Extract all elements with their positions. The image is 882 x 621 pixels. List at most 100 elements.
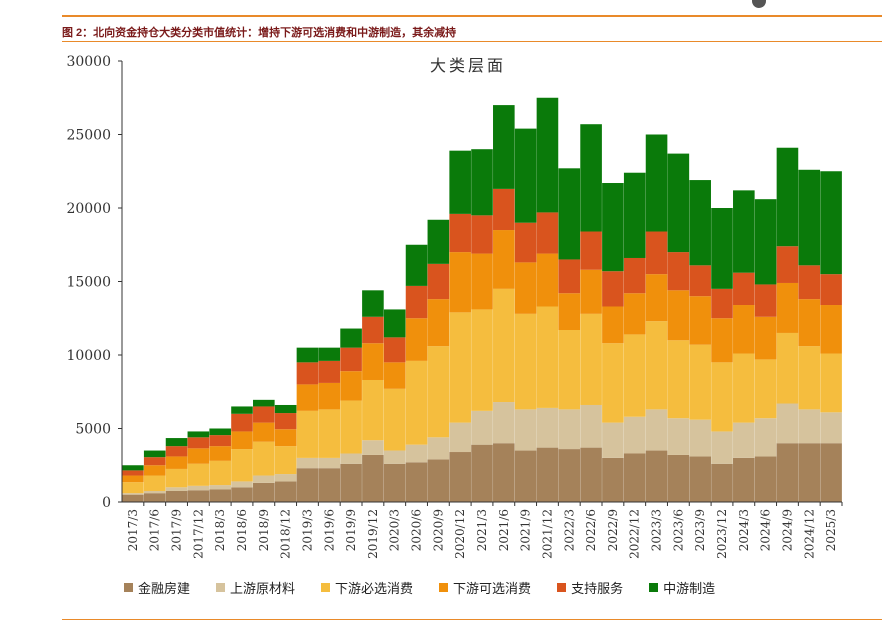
bar-segment-5-18 [514, 128, 537, 223]
bar-segment-3-2 [165, 456, 188, 469]
bar-segment-4-31 [798, 265, 821, 300]
bar-segment-4-2 [165, 446, 188, 457]
bar-segment-2-18 [514, 313, 537, 410]
bar-segment-4-3 [187, 437, 210, 449]
bar-segment-0-2 [165, 490, 188, 502]
bar-segment-0-16 [471, 444, 493, 502]
bar-segment-3-16 [471, 253, 493, 310]
x-tick-label-13: 2020/6 [410, 509, 424, 551]
bar-segment-1-9 [318, 457, 341, 469]
x-tick-label-17: 2021/6 [497, 509, 511, 551]
figure-caption: 图 2：北向资金持仓大类分类市值统计：增持下游可选消费和中游制造，其余减持 [62, 27, 457, 39]
x-tick-label-27: 2023/12 [715, 509, 729, 559]
x-tick-label-0: 2017/3 [126, 509, 140, 551]
bar-segment-1-18 [514, 409, 537, 451]
bar-segment-0-3 [187, 490, 210, 502]
x-tick-label-5: 2018/6 [235, 509, 249, 551]
bar-segment-0-23 [623, 453, 646, 502]
bar-segment-1-7 [274, 474, 297, 482]
bar-segment-4-29 [754, 284, 777, 317]
bar-segment-0-27 [711, 463, 733, 502]
bar-segment-5-13 [405, 244, 428, 286]
x-tick-label-14: 2020/9 [431, 509, 445, 551]
bar-segment-5-22 [602, 183, 624, 272]
legend-item-4: 支持服务 [557, 578, 623, 597]
bar-segment-5-27 [711, 208, 733, 289]
bar-segment-1-24 [645, 409, 668, 451]
bars-layer [122, 97, 842, 502]
bar-segment-1-4 [209, 485, 231, 490]
bar-segment-3-28 [733, 305, 755, 354]
legend: 金融房建 上游原材料 下游必选消费 下游可选消费 支持服务 中游制造 [124, 578, 741, 597]
bar-segment-3-18 [514, 262, 537, 314]
logo-icon [752, 0, 766, 8]
bar-segment-2-32 [820, 353, 842, 413]
bar-segment-2-24 [645, 321, 668, 410]
bar-segment-3-5 [231, 431, 253, 450]
bar-segment-4-18 [514, 222, 537, 263]
bar-segment-1-27 [711, 431, 733, 464]
x-tick-label-18: 2021/9 [519, 509, 533, 551]
bar-segment-3-19 [536, 253, 559, 307]
bar-segment-5-19 [536, 97, 559, 213]
bar-segment-4-28 [733, 272, 755, 306]
bar-segment-3-20 [558, 293, 581, 331]
bar-segment-1-12 [383, 450, 406, 464]
legend-label-0: 金融房建 [138, 582, 191, 597]
bar-segment-3-8 [296, 384, 319, 411]
y-tick-label-5: 25000 [66, 128, 111, 144]
bar-segment-3-27 [711, 318, 733, 363]
y-tick-label-1: 5000 [75, 422, 111, 438]
bar-segment-2-27 [711, 362, 733, 432]
bar-segment-3-15 [449, 252, 471, 313]
legend-item-0: 金融房建 [124, 578, 190, 597]
bar-segment-5-26 [689, 180, 711, 266]
bar-segment-0-31 [798, 443, 821, 502]
bar-segment-4-19 [536, 212, 559, 254]
bar-segment-0-8 [296, 468, 319, 502]
bar-segment-2-31 [798, 346, 821, 410]
bar-segment-5-5 [231, 406, 253, 414]
bar-segment-0-26 [689, 456, 711, 502]
bar-segment-3-31 [798, 299, 821, 347]
x-tick-label-10: 2019/9 [344, 509, 358, 551]
bar-segment-2-14 [427, 346, 450, 438]
bar-segment-1-15 [449, 422, 471, 453]
legend-swatch-2 [321, 583, 331, 592]
bar-segment-2-28 [733, 353, 755, 423]
bar-segment-5-29 [754, 199, 777, 285]
x-tick-label-23: 2022/12 [628, 509, 642, 559]
bar-segment-1-10 [340, 453, 362, 464]
legend-item-5: 中游制造 [649, 578, 715, 597]
bar-segment-4-0 [122, 470, 144, 476]
bar-segment-2-6 [253, 441, 275, 476]
bar-segment-4-30 [776, 246, 799, 283]
legend-label-1: 上游原材料 [230, 582, 296, 597]
bar-segment-3-0 [122, 475, 144, 483]
bar-segment-1-22 [602, 422, 624, 458]
bar-segment-0-7 [274, 481, 297, 502]
x-tick-label-32: 2025/3 [824, 509, 838, 551]
bar-segment-2-7 [274, 446, 297, 475]
bar-segment-5-10 [340, 328, 362, 348]
y-tick-label-4: 20000 [66, 201, 111, 217]
bar-segment-4-27 [711, 288, 733, 319]
bar-segment-4-9 [318, 360, 341, 383]
bar-segment-5-20 [558, 168, 581, 260]
bar-segment-3-22 [602, 306, 624, 344]
bar-segment-0-1 [143, 493, 166, 502]
bar-segment-3-3 [187, 448, 210, 464]
bar-segment-2-17 [493, 288, 515, 403]
bar-segment-1-25 [667, 418, 690, 455]
bar-segment-5-0 [122, 465, 144, 471]
bar-segment-3-9 [318, 382, 341, 410]
bar-segment-2-16 [471, 309, 493, 411]
x-tick-label-28: 2024/3 [737, 509, 751, 551]
bar-segment-0-18 [514, 450, 537, 502]
bar-segment-3-23 [623, 293, 646, 335]
bar-segment-1-30 [776, 403, 799, 444]
y-tick-label-0: 0 [102, 495, 111, 511]
bar-segment-0-22 [602, 457, 624, 502]
bar-segment-3-21 [580, 269, 602, 314]
bar-segment-5-24 [645, 134, 668, 232]
